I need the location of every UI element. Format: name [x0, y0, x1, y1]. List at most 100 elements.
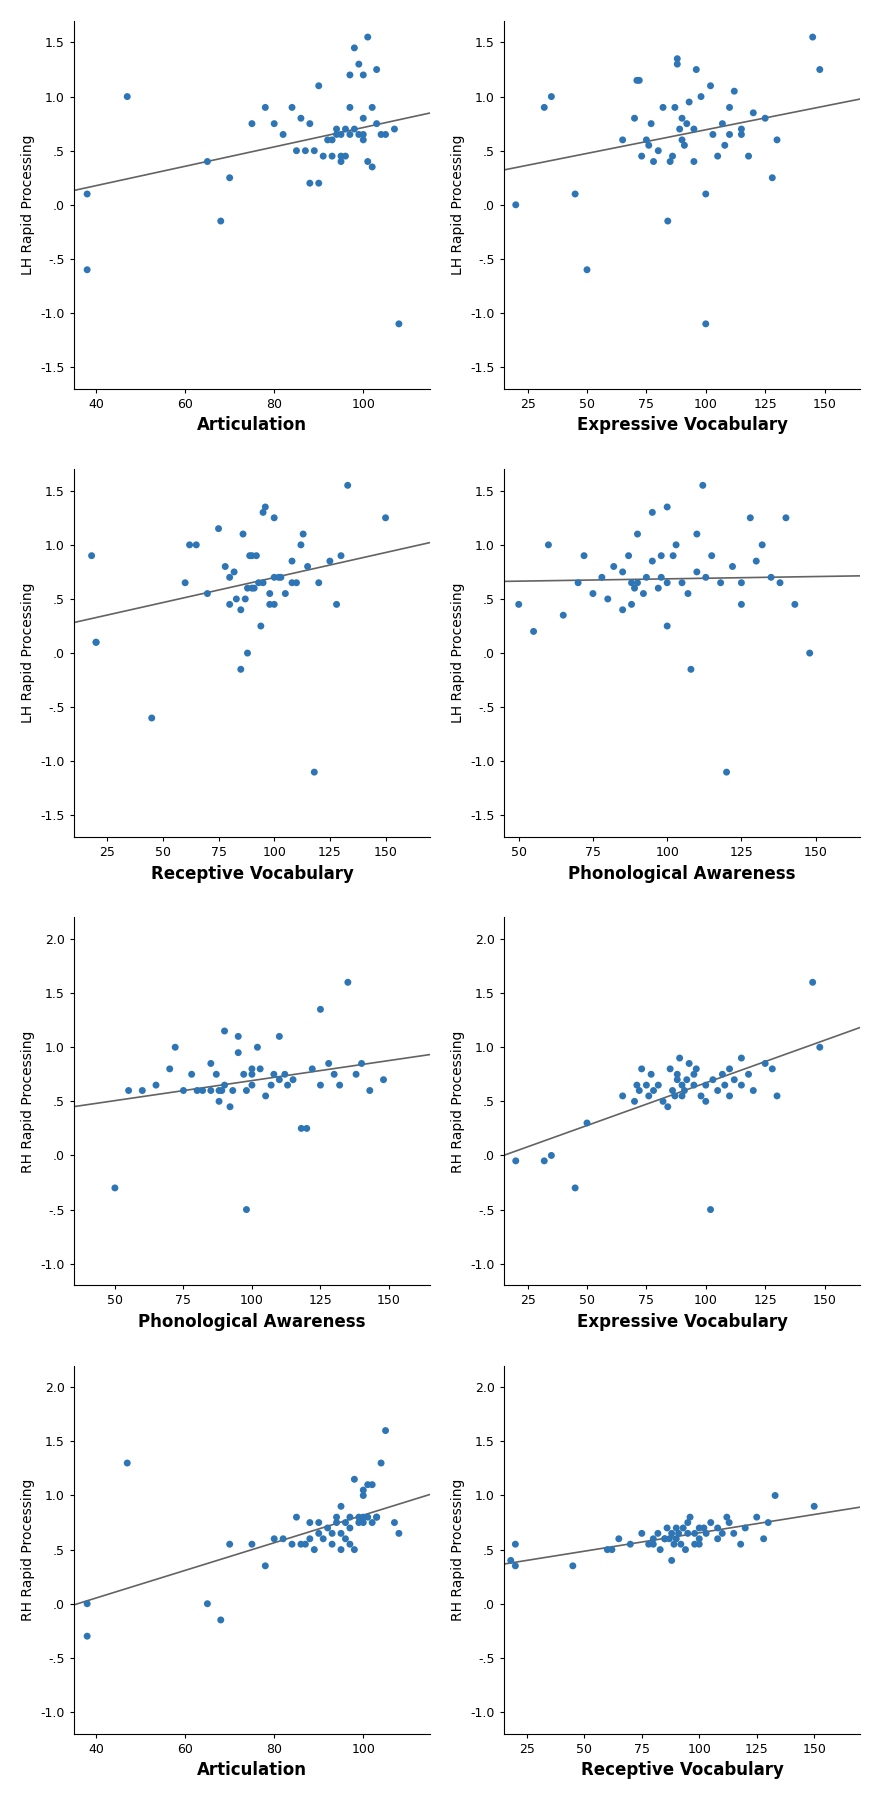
Point: [700, 1519, 714, 1548]
Point: [665, 1076, 679, 1105]
Point: [634, 142, 648, 171]
Point: [178, 569, 192, 598]
Point: [347, 1535, 361, 1564]
Point: [312, 569, 326, 598]
Point: [379, 121, 393, 149]
Point: [352, 1508, 366, 1537]
Point: [706, 1066, 720, 1094]
Point: [601, 585, 615, 614]
Point: [276, 121, 290, 149]
Point: [711, 1076, 725, 1105]
Point: [312, 1508, 326, 1537]
Point: [687, 148, 701, 176]
Point: [365, 94, 379, 122]
Point: [680, 110, 694, 139]
Point: [675, 569, 689, 598]
Point: [651, 1071, 665, 1100]
Point: [676, 1514, 690, 1543]
Point: [314, 995, 328, 1024]
Point: [627, 574, 641, 603]
Point: [675, 104, 689, 133]
Point: [667, 1530, 681, 1559]
Point: [85, 542, 99, 571]
Point: [360, 1471, 374, 1499]
Point: [508, 191, 522, 220]
Point: [263, 590, 277, 619]
Point: [664, 1546, 678, 1575]
Point: [204, 1076, 218, 1105]
Point: [805, 23, 819, 52]
Point: [223, 590, 237, 619]
Point: [356, 1508, 370, 1537]
Point: [607, 553, 621, 581]
Point: [768, 1481, 782, 1510]
Point: [343, 1530, 357, 1559]
Point: [370, 110, 384, 139]
Point: [237, 1060, 251, 1089]
Point: [722, 94, 737, 122]
Point: [699, 1087, 713, 1116]
Point: [341, 968, 355, 997]
Point: [738, 1514, 752, 1543]
Point: [696, 472, 710, 500]
Point: [527, 617, 541, 646]
Point: [322, 1049, 336, 1078]
Point: [658, 1525, 672, 1553]
Point: [338, 142, 352, 171]
Point: [537, 94, 552, 122]
Point: [605, 1535, 619, 1564]
Point: [334, 142, 348, 171]
Point: [699, 180, 713, 209]
Point: [89, 628, 103, 657]
Point: [294, 1530, 308, 1559]
Point: [245, 1530, 259, 1559]
Point: [215, 1076, 229, 1105]
Point: [541, 531, 555, 560]
Point: [388, 1508, 402, 1537]
Point: [370, 1503, 384, 1532]
Point: [256, 569, 270, 598]
Point: [338, 1525, 352, 1553]
Point: [267, 110, 281, 139]
Point: [144, 704, 159, 733]
Point: [294, 104, 308, 133]
Point: [595, 563, 609, 592]
Point: [271, 563, 285, 592]
Point: [634, 1519, 648, 1548]
Point: [280, 1071, 294, 1100]
Point: [670, 1514, 684, 1543]
Point: [656, 1087, 670, 1116]
Point: [711, 1514, 725, 1543]
Point: [627, 104, 641, 133]
Point: [341, 472, 355, 500]
Point: [711, 142, 725, 171]
Point: [200, 1589, 214, 1618]
Point: [636, 580, 650, 608]
Point: [245, 1060, 259, 1089]
Point: [544, 1141, 559, 1170]
Point: [568, 180, 582, 209]
Point: [343, 1503, 357, 1532]
Point: [742, 1060, 756, 1089]
Point: [671, 1519, 685, 1548]
Point: [755, 531, 769, 560]
Point: [641, 1530, 655, 1559]
Point: [720, 758, 734, 787]
Point: [347, 1465, 361, 1494]
Point: [621, 542, 635, 571]
Point: [694, 83, 708, 112]
Y-axis label: RH Rapid Processing: RH Rapid Processing: [451, 1478, 465, 1620]
Point: [647, 1076, 661, 1105]
Point: [300, 553, 315, 581]
Point: [223, 1530, 237, 1559]
Point: [722, 1082, 737, 1111]
Point: [623, 1530, 637, 1559]
Point: [189, 531, 204, 560]
Point: [327, 1060, 341, 1089]
Point: [329, 590, 344, 619]
X-axis label: Receptive Vocabulary: Receptive Vocabulary: [151, 864, 353, 882]
Point: [290, 137, 304, 166]
X-axis label: Expressive Vocabulary: Expressive Vocabulary: [576, 1312, 788, 1330]
Point: [669, 531, 683, 560]
Point: [633, 67, 647, 95]
